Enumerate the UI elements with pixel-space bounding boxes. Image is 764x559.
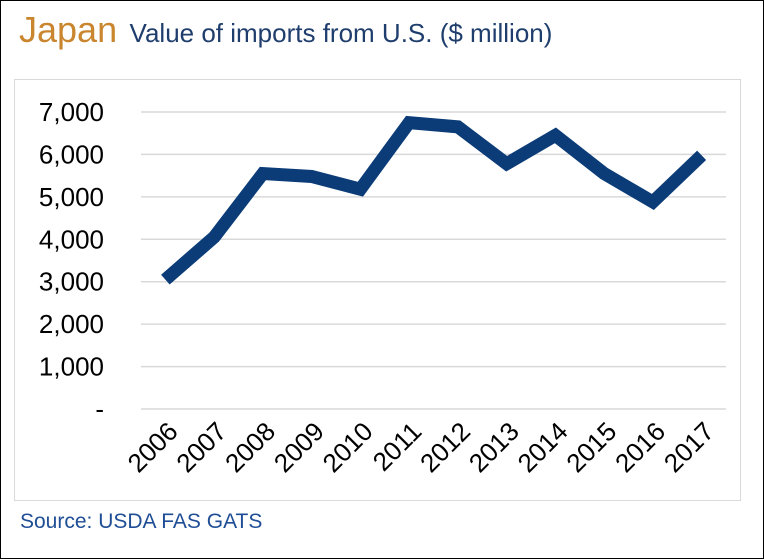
y-tick-label: 6,000 bbox=[39, 139, 104, 169]
chart-header: Japan Value of imports from U.S. ($ mill… bbox=[19, 9, 552, 51]
x-tick-label: 2009 bbox=[268, 416, 330, 478]
y-tick-label: 7,000 bbox=[39, 97, 104, 127]
x-tick-label: 2011 bbox=[367, 416, 428, 477]
data-point-2013 bbox=[506, 163, 507, 164]
data-point-2014 bbox=[555, 135, 556, 136]
data-point-2009 bbox=[311, 176, 312, 177]
data-point-2011 bbox=[409, 122, 410, 123]
country-title: Japan bbox=[19, 9, 118, 50]
x-tick-label: 2016 bbox=[609, 416, 671, 478]
data-point-2007 bbox=[214, 237, 215, 238]
x-tick-label: 2014 bbox=[512, 416, 574, 478]
x-tick-label: 2008 bbox=[219, 416, 281, 478]
y-tick-label: 3,000 bbox=[39, 267, 104, 297]
data-point-2010 bbox=[360, 189, 361, 190]
y-tick-label: 5,000 bbox=[39, 182, 104, 212]
x-tick-label: 2017 bbox=[658, 416, 720, 478]
data-point-2016 bbox=[652, 201, 653, 202]
x-tick-label: 2015 bbox=[560, 416, 622, 478]
data-point-2012 bbox=[457, 126, 458, 127]
source-note: Source: USDA FAS GATS bbox=[20, 510, 263, 533]
y-tick-label: 4,000 bbox=[39, 224, 104, 254]
y-tick-label: 1,000 bbox=[39, 352, 104, 382]
series-line bbox=[161, 115, 707, 285]
plot-area-border bbox=[14, 79, 741, 501]
x-tick-label: 2012 bbox=[414, 416, 476, 478]
data-point-2015 bbox=[604, 173, 605, 174]
x-tick-label: 2006 bbox=[122, 416, 184, 478]
data-point-2006 bbox=[165, 279, 166, 280]
data-point-2017 bbox=[701, 155, 702, 156]
x-tick-label: 2013 bbox=[463, 416, 525, 478]
y-tick-label: 2,000 bbox=[39, 309, 104, 339]
x-tick-label: 2010 bbox=[317, 416, 379, 478]
data-point-2008 bbox=[262, 173, 263, 174]
chart-subtitle: Value of imports from U.S. ($ million) bbox=[129, 18, 553, 48]
y-tick-label: - bbox=[95, 394, 104, 424]
x-tick-label: 2007 bbox=[170, 416, 232, 478]
